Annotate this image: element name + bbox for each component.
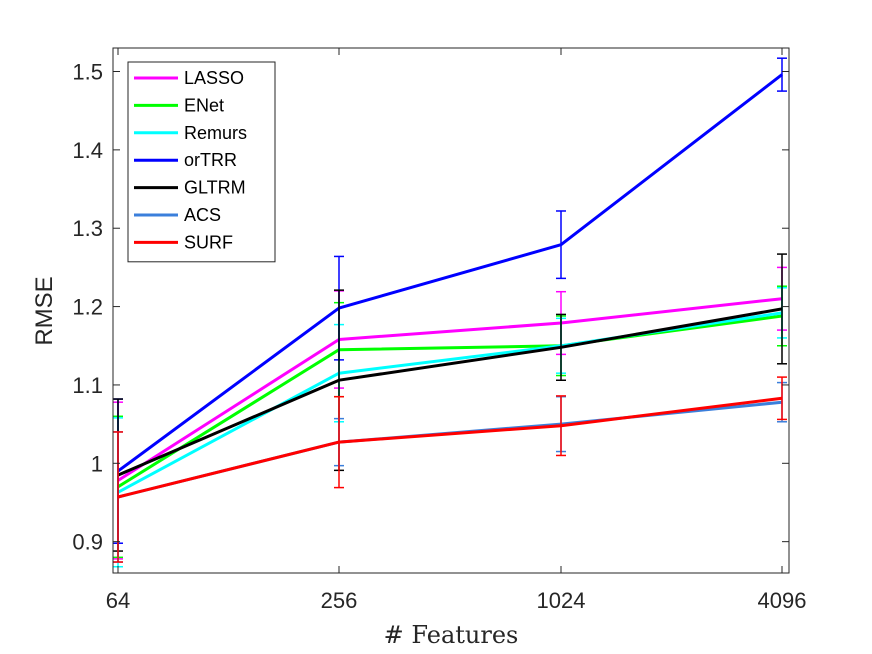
y-tick-label: 1.5 xyxy=(72,60,103,85)
x-tick: 4096 xyxy=(758,48,807,613)
error-bar xyxy=(777,376,787,421)
legend-label: ENet xyxy=(184,95,224,115)
legend-label: orTRR xyxy=(184,150,237,170)
series-line xyxy=(117,396,783,499)
y-tick: 1.2 xyxy=(72,295,789,320)
legend-label: SURF xyxy=(184,232,233,252)
x-tick-label: 256 xyxy=(321,588,358,613)
y-tick: 1 xyxy=(91,451,789,476)
y-tick-label: 1.1 xyxy=(72,373,103,398)
series-line xyxy=(117,307,783,477)
y-axis-label: RMSE xyxy=(31,276,58,345)
legend-item-enet: ENet xyxy=(134,95,224,115)
x-tick: 1024 xyxy=(537,48,586,613)
y-tick-label: 0.9 xyxy=(72,530,103,555)
legend-label: GLTRM xyxy=(184,178,246,198)
legend-item-gltrm: GLTRM xyxy=(134,178,246,198)
y-tick: 1.4 xyxy=(72,138,789,163)
x-tick-label: 64 xyxy=(106,588,130,613)
legend-box xyxy=(127,61,276,263)
y-tick: 1.1 xyxy=(72,373,789,398)
legend: LASSO ENet Remurs orTRR GLTRM ACS SURF xyxy=(127,61,276,263)
axes-layer xyxy=(112,47,790,574)
series-line xyxy=(117,73,783,473)
legend-item-ortrr: orTRR xyxy=(134,150,237,170)
y-tick-label: 1.4 xyxy=(72,138,103,163)
axes-box xyxy=(112,47,790,574)
series-line xyxy=(117,314,783,489)
legend-label: ACS xyxy=(184,205,221,225)
series-line xyxy=(117,297,783,482)
y-tick: 1.3 xyxy=(72,216,789,241)
x-tick: 256 xyxy=(321,48,358,613)
y-tick-label: 1.2 xyxy=(72,295,103,320)
legend-item-surf: SURF xyxy=(134,232,233,252)
x-tick: 64 xyxy=(106,48,130,613)
legend-item-acs: ACS xyxy=(134,205,221,225)
ticks-layer: 0.9 1 1.1 1.2 1.3 1.4 1.5 64 256 1024 4096 xyxy=(72,48,806,613)
series-layer xyxy=(113,57,787,568)
legend-label: Remurs xyxy=(184,123,247,143)
legend-item-lasso: LASSO xyxy=(134,68,244,88)
y-tick: 1.5 xyxy=(72,60,789,85)
x-tick-label: 4096 xyxy=(758,588,807,613)
y-tick-label: 1.3 xyxy=(72,216,103,241)
x-axis-label: # Features xyxy=(384,621,519,649)
series-surf xyxy=(113,376,787,563)
x-tick-label: 1024 xyxy=(537,588,586,613)
legend-item-remurs: Remurs xyxy=(134,123,247,143)
y-tick: 0.9 xyxy=(72,530,789,555)
y-tick-label: 1 xyxy=(91,451,103,476)
legend-label: LASSO xyxy=(184,68,244,88)
